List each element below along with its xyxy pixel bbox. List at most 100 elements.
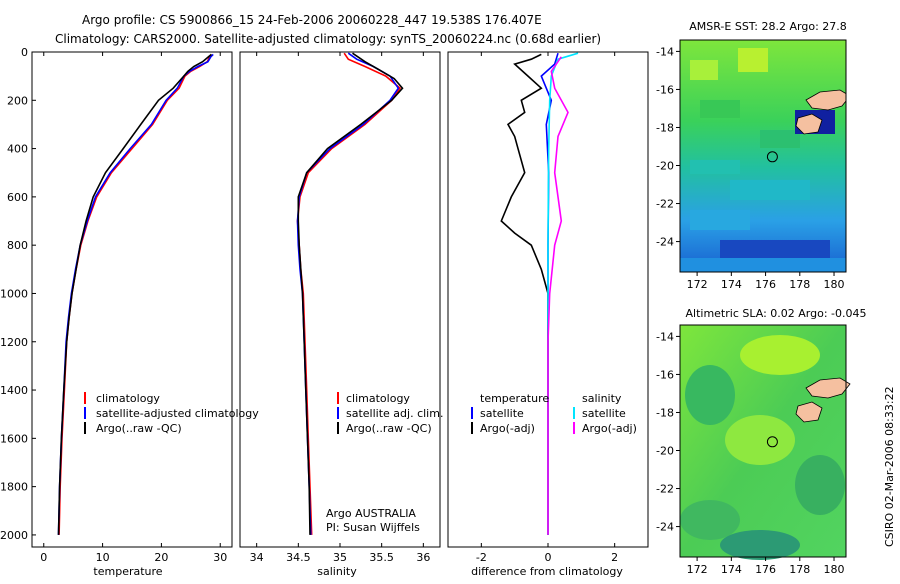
map-y-tick-label: -20 bbox=[656, 445, 674, 458]
argo-location-marker bbox=[766, 436, 778, 448]
map-x-tick-label: 172 bbox=[687, 278, 708, 291]
x-tick-label: 0 bbox=[545, 551, 552, 564]
salinity-legend: climatology satellite adj. clim. Argo(..… bbox=[337, 392, 443, 435]
y-tick-label: 800 bbox=[7, 239, 28, 252]
map-x-tick-label: 180 bbox=[824, 278, 845, 291]
x-tick-label: 34 bbox=[250, 551, 264, 564]
sst-map-tick-labels: 172 174 176 178 180 -14 -16 -18 -20 -22 -24 bbox=[656, 45, 844, 291]
legend-label-sal-satellite: satellite bbox=[582, 407, 626, 420]
series-line-satellite-adj-clim bbox=[296, 52, 400, 535]
figure-title-line1: Argo profile: CS 5900866_15 24-Feb-2006 … bbox=[82, 13, 542, 27]
legend-label-temp-satellite: satellite bbox=[480, 407, 524, 420]
depth-tick-labels: 0 200 400 600 800 1000 1200 1400 1600 1800 2000 bbox=[0, 46, 36, 542]
temperature-xlabel: temperature bbox=[93, 565, 162, 578]
map-y-tick-label: -16 bbox=[656, 83, 674, 96]
y-tick-label: 0 bbox=[21, 46, 28, 59]
pi-label: PI: Susan Wijffels bbox=[326, 521, 420, 534]
sst-map-panel: AMSR-E SST: 28.2 Argo: 27.8 172 174 176 178… bbox=[656, 20, 860, 291]
sst-map-frame bbox=[679, 39, 847, 273]
y-tick-label: 1000 bbox=[0, 287, 28, 300]
legend-label-satellite-adjusted: satellite-adjusted climatology bbox=[96, 407, 259, 420]
viti-levu-island bbox=[795, 113, 823, 135]
x-tick-label: 30 bbox=[213, 551, 227, 564]
x-tick-label: 35 bbox=[333, 551, 347, 564]
y-tick-label: 1600 bbox=[0, 432, 28, 445]
figure-title-line2: Climatology: CARS2000. Satellite-adjuste… bbox=[55, 32, 601, 46]
series-line-climatology bbox=[58, 53, 213, 535]
argo-program-label: Argo AUSTRALIA bbox=[326, 507, 416, 520]
y-tick-label: 200 bbox=[7, 94, 28, 107]
difference-profiles bbox=[500, 52, 579, 535]
argo-location-marker bbox=[766, 151, 778, 163]
y-tick-label: 1400 bbox=[0, 384, 28, 397]
legend-swatch-temp-argo bbox=[471, 422, 473, 434]
map-y-tick-label: -22 bbox=[656, 198, 674, 211]
map-y-tick-label: -22 bbox=[656, 483, 674, 496]
difference-xlabel: difference from climatology bbox=[471, 565, 623, 578]
y-tick-label: 1200 bbox=[0, 336, 28, 349]
viti-levu-island bbox=[795, 401, 823, 423]
difference-legend-temperature: temperature satellite Argo(-adj) bbox=[471, 392, 549, 435]
temperature-axes-frame bbox=[31, 51, 233, 548]
x-tick-label: -2 bbox=[476, 551, 487, 564]
salinity-profiles bbox=[296, 52, 404, 535]
legend-label-argo: Argo(..raw -QC) bbox=[346, 422, 432, 435]
map-x-tick-label: 178 bbox=[789, 278, 810, 291]
difference-panel: -2 0 2 difference from climatology tempera… bbox=[447, 51, 649, 578]
temperature-legend: climatology satellite-adjusted climatolo… bbox=[84, 392, 259, 435]
y-tick-label: 2000 bbox=[0, 529, 28, 542]
salinity-xlabel: salinity bbox=[317, 565, 357, 578]
sla-map-tick-labels: 172 174 176 178 180 -14 -16 -18 -20 -22 -24 bbox=[656, 330, 844, 576]
sst-map-title: AMSR-E SST: 28.2 Argo: 27.8 bbox=[689, 20, 847, 33]
map-y-tick-label: -24 bbox=[656, 236, 674, 249]
legend-swatch-sal-satellite bbox=[573, 407, 575, 419]
difference-legend-salinity: salinity satellite Argo(-adj) bbox=[573, 392, 637, 435]
legend-label-satellite-adj: satellite adj. clim. bbox=[346, 407, 443, 420]
x-tick-label: 34.5 bbox=[286, 551, 311, 564]
map-y-tick-label: -16 bbox=[656, 368, 674, 381]
map-y-tick-label: -14 bbox=[656, 45, 674, 58]
map-x-tick-label: 176 bbox=[755, 278, 776, 291]
x-tick-label: 35.5 bbox=[369, 551, 394, 564]
legend-swatch-climatology bbox=[337, 392, 339, 404]
sla-map-panel: Altimetric SLA: 0.02 Argo: -0.045 172 174… bbox=[656, 307, 866, 576]
series-line-climatology bbox=[296, 52, 402, 535]
series-line-temperature-argo-adj bbox=[500, 53, 549, 535]
sla-map-frame bbox=[679, 324, 847, 558]
legend-heading-temperature: temperature bbox=[480, 392, 549, 405]
series-line-satellite-adjusted-climatology bbox=[57, 53, 214, 535]
map-x-tick-label: 174 bbox=[721, 278, 742, 291]
legend-swatch-temp-satellite bbox=[471, 407, 473, 419]
legend-swatch-climatology bbox=[84, 392, 86, 404]
side-stamp: CSIRO 02-Mar-2006 08:33:22 bbox=[883, 386, 896, 547]
series-line-salinity-argo-adj bbox=[547, 56, 569, 535]
y-tick-label: 1800 bbox=[0, 481, 28, 494]
map-y-tick-label: -18 bbox=[656, 121, 674, 134]
legend-swatch-satellite-adjusted bbox=[84, 407, 86, 419]
series-line-argo-raw-qc bbox=[57, 53, 212, 535]
y-tick-label: 400 bbox=[7, 143, 28, 156]
map-y-tick-label: -24 bbox=[656, 521, 674, 534]
legend-swatch-sal-argo bbox=[573, 422, 575, 434]
legend-swatch-satellite-adj bbox=[337, 407, 339, 419]
legend-swatch-argo bbox=[84, 422, 86, 434]
salinity-panel: 34 34.5 35 35.5 36 salinity climatology sate… bbox=[239, 51, 443, 578]
map-x-tick-label: 178 bbox=[789, 563, 810, 576]
map-x-tick-label: 174 bbox=[721, 563, 742, 576]
map-x-tick-label: 180 bbox=[824, 563, 845, 576]
sla-heatmap-cells bbox=[680, 335, 845, 560]
salinity-tick-labels: 34 34.5 35 35.5 36 bbox=[250, 52, 430, 564]
legend-label-climatology: climatology bbox=[96, 392, 160, 405]
x-tick-label: 2 bbox=[611, 551, 618, 564]
map-x-tick-label: 176 bbox=[755, 563, 776, 576]
difference-tick-labels: -2 0 2 bbox=[476, 52, 618, 564]
sst-no-data-strip bbox=[846, 40, 860, 120]
legend-label-argo: Argo(..raw -QC) bbox=[96, 422, 182, 435]
legend-label-temp-argo: Argo(-adj) bbox=[480, 422, 535, 435]
legend-label-sal-argo: Argo(-adj) bbox=[582, 422, 637, 435]
legend-heading-salinity: salinity bbox=[582, 392, 622, 405]
legend-label-climatology: climatology bbox=[346, 392, 410, 405]
x-tick-label: 20 bbox=[154, 551, 168, 564]
y-tick-label: 600 bbox=[7, 191, 28, 204]
